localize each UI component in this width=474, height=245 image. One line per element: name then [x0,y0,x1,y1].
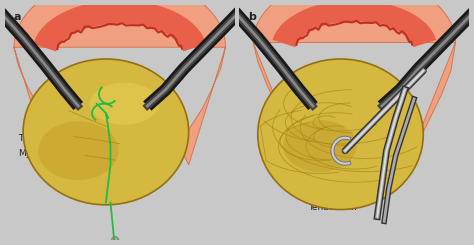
Ellipse shape [23,59,189,205]
Text: Thread: Thread [18,107,99,144]
Text: Grasping forcep: Grasping forcep [0,244,1,245]
Ellipse shape [258,59,423,209]
Text: Myoma: Myoma [18,147,60,158]
Polygon shape [14,0,226,165]
Ellipse shape [90,83,159,125]
Polygon shape [253,0,456,146]
Ellipse shape [283,120,356,172]
Polygon shape [273,0,436,47]
Text: a: a [14,12,21,22]
Text: Tenaculum: Tenaculum [308,153,384,212]
Ellipse shape [38,121,118,180]
Text: b: b [248,12,256,22]
Polygon shape [33,0,206,51]
